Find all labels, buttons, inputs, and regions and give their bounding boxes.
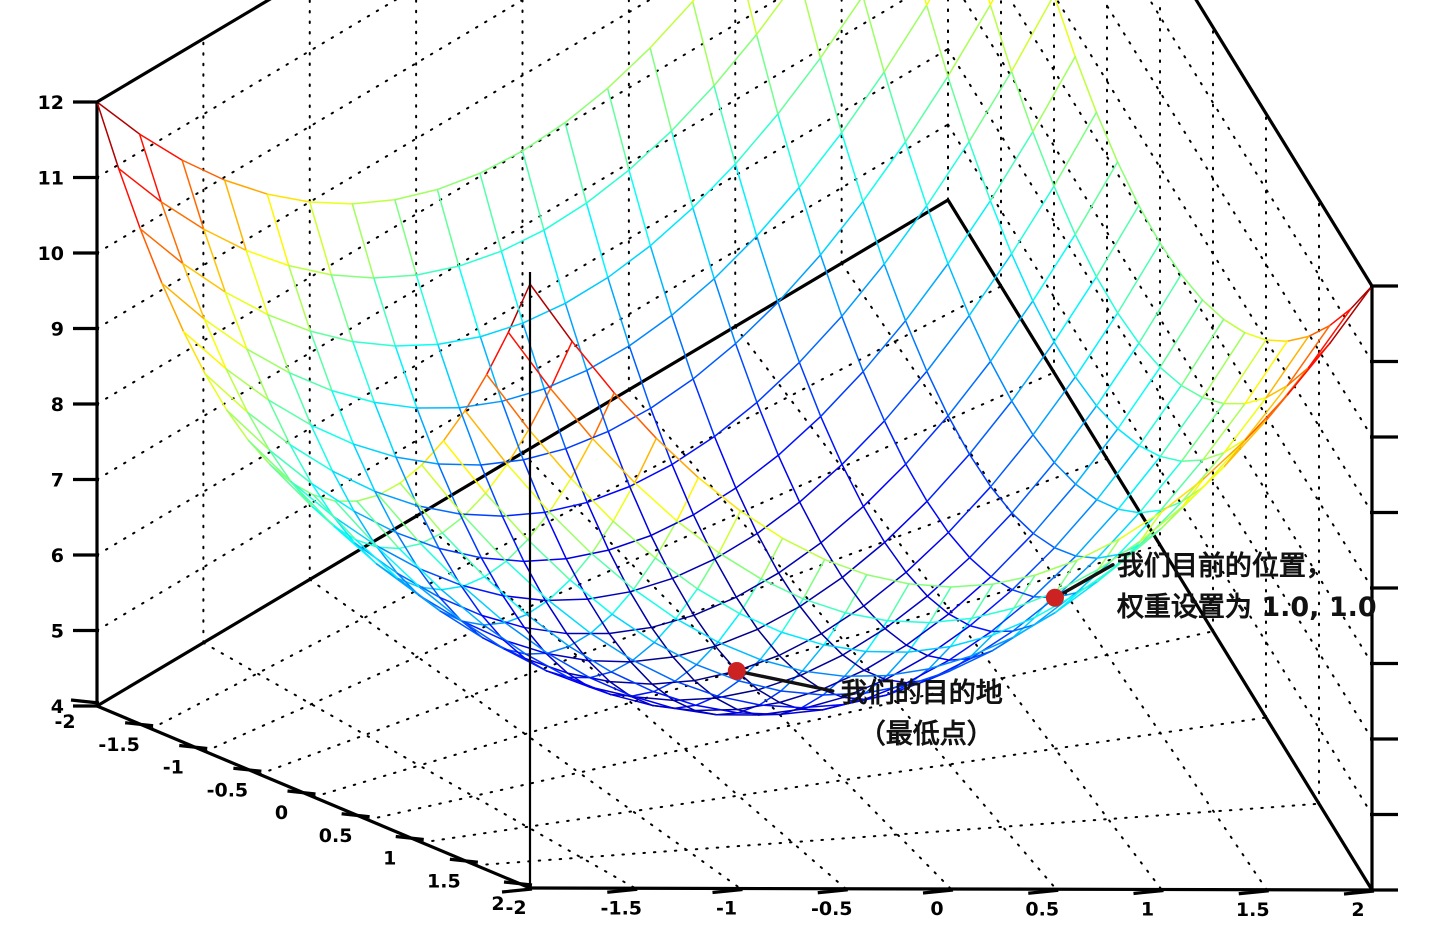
y-tick-label-0: -2 (505, 897, 526, 919)
destination-leader-line (735, 669, 835, 693)
y-tick-label-2: -1 (716, 898, 737, 920)
axis-tick-labels: -2-1.5-1-0.500.511.52 -2 -1.5 -1 -0.5 0 0.5 1 1.… (38, 92, 1365, 921)
z-tick-label-6: 10 (38, 243, 64, 265)
wireframe-surface (96, 0, 1373, 716)
y-tick-label-1: -1.5 (600, 897, 642, 919)
y-tick-label-3: -0.5 (811, 898, 853, 920)
destination-label-line2: （最低点） (859, 719, 994, 750)
y-tick-label-7: 1.5 (1236, 899, 1270, 921)
axis-ticks (70, 100, 1398, 896)
z-tick-label-8: 12 (38, 92, 64, 114)
z-tick-label-7: 11 (38, 168, 64, 190)
x-tick-label-1: -1.5 (98, 734, 140, 756)
x-tick-label-0: -2 (54, 711, 75, 733)
current-position-marker-dot[interactable] (1045, 588, 1064, 607)
z-tick-label-3: 7 (51, 470, 64, 492)
grid-lines (96, 0, 1373, 891)
z-tick-label-2: 6 (51, 545, 64, 567)
destination-marker-dot[interactable] (727, 662, 746, 680)
x-tick-label-7: 1.5 (427, 870, 461, 892)
current-position-leader-line (1053, 563, 1115, 600)
current-position-label-line1: 我们目前的位置， (1117, 550, 1333, 582)
x-tick-label-4: 0 (275, 802, 288, 824)
y-tick-label-6: 1 (1141, 899, 1154, 921)
x-tick-label-8: 2 (491, 893, 504, 915)
z-tick-label-5: 9 (51, 319, 64, 341)
z-tick-label-0: 4 (51, 696, 64, 718)
annotation-current-position: 我们目前的位置， 权重设置为 1.0, 1.0 (1045, 550, 1377, 623)
destination-label-line1: 我们的目的地 (841, 677, 1003, 709)
annotation-destination: 我们的目的地 （最低点） (727, 662, 1003, 750)
axes-back-edges (95, 0, 1374, 891)
x-tick-label-6: 1 (383, 848, 396, 870)
z-tick-label-1: 5 (51, 621, 64, 643)
y-tick-label-4: 0 (930, 898, 943, 920)
z-tick-label-4: 8 (51, 394, 64, 416)
y-tick-label-5: 0.5 (1025, 898, 1059, 920)
y-tick-label-8: 2 (1351, 899, 1364, 921)
current-position-label-line2: 权重设置为 1.0, 1.0 (1116, 592, 1377, 623)
x-tick-label-2: -1 (163, 757, 184, 779)
x-tick-label-5: 0.5 (319, 825, 353, 847)
x-tick-label-3: -0.5 (207, 779, 249, 801)
